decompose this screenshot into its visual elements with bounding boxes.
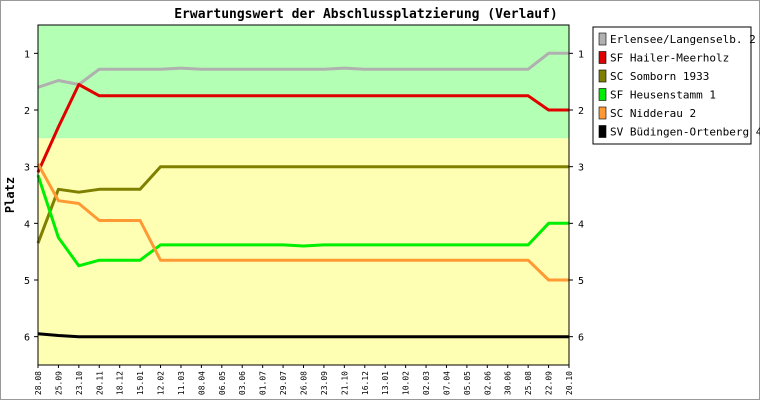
y-tick-label-left-4: 4: [24, 219, 30, 230]
y-tick-label-right-5: 5: [578, 276, 584, 287]
x-tick-label-22: 05.05: [463, 371, 472, 395]
legend-label-2: SF Hailer-Meerholz: [610, 52, 729, 65]
x-tick-label-17: 16.12: [361, 371, 370, 395]
legend-swatch-4: [598, 88, 607, 101]
band-2: [38, 138, 569, 365]
legend-label-6: SV Büdingen-Ortenberg 4: [610, 126, 760, 139]
x-tick-label-9: 08.04: [197, 371, 206, 395]
x-tick-label-11: 03.06: [238, 371, 247, 395]
series-line-3: [36, 165, 569, 244]
y-ticks-right: 1 2 3 4 5 6: [569, 49, 584, 344]
legend-swatch-5: [598, 106, 607, 120]
x-tick-label-26: 22.09: [545, 371, 554, 395]
series-line-1: [37, 51, 569, 89]
series-line-6: [37, 332, 569, 339]
legend-swatch-3: [598, 69, 607, 83]
x-tick-label-8: 11.03: [177, 371, 186, 395]
legend-label-3: SC Somborn 1933: [610, 70, 709, 83]
legend-label-4: SF Heusenstamm 1: [610, 89, 716, 102]
x-tick-label-12: 01.07: [259, 371, 268, 395]
y-tick-label-right-1: 1: [578, 49, 584, 60]
y-ticks-left: 1 2 3 4 5 6: [24, 49, 38, 344]
y-tick-label-left-2: 2: [24, 106, 30, 117]
x-tick-label-14: 26.08: [300, 371, 309, 395]
x-tick-label-20: 02.03: [422, 371, 431, 395]
y-tick-label-right-2: 2: [578, 106, 584, 117]
x-tick-label-25: 25.08: [524, 371, 533, 395]
x-tick-label-10: 06.05: [218, 371, 227, 395]
y-tick-label-right-6: 6: [578, 333, 584, 344]
y-tick-label-left-3: 3: [24, 163, 30, 174]
x-tick-label-23: 02.06: [483, 371, 492, 395]
x-tick-label-27: 20.10: [565, 371, 574, 395]
y-axis-label: Platz: [3, 177, 17, 213]
background-bands: [38, 25, 569, 365]
legend-swatch-6: [598, 125, 607, 138]
x-tick-label-13: 29.07: [279, 371, 288, 395]
plot-frame: [37, 24, 570, 366]
legend-box: [592, 26, 752, 145]
series-line-5: [36, 163, 569, 282]
legend-swatch-1: [598, 32, 607, 46]
x-tick-label-1: 28.08: [34, 371, 43, 395]
x-tick-label-2: 25.09: [54, 371, 63, 395]
series-line-2: [36, 83, 569, 173]
x-tick-label-3: 23.10: [75, 371, 84, 395]
series-line-4: [36, 174, 569, 268]
legend: Erlensee/Langenselb. 2 SF Hailer-Meerholz…: [592, 26, 760, 145]
x-tick-label-19: 10.02: [402, 371, 411, 395]
chart-title: Erwartungswert der Abschlussplatzierung …: [174, 7, 558, 22]
x-tick-label-16: 21.10: [340, 371, 349, 395]
legend-label-5: SC Nidderau 2: [610, 107, 696, 120]
x-tick-label-4: 20.11: [95, 371, 104, 395]
x-tick-label-18: 13.01: [381, 371, 390, 395]
y-tick-label-right-3: 3: [578, 163, 584, 174]
series-lines: [36, 51, 569, 339]
x-ticks: 28.08 25.09 23.10 20.11 18.12 15.01 12.02 11.03…: [34, 365, 574, 395]
x-tick-label-5: 18.12: [116, 371, 125, 395]
x-tick-label-6: 15.01: [136, 371, 145, 395]
y-tick-label-left-5: 5: [24, 276, 30, 287]
band-1: [38, 25, 569, 139]
x-tick-label-7: 12.02: [157, 371, 166, 395]
y-tick-label-right-4: 4: [578, 219, 584, 230]
x-tick-label-15: 23.09: [320, 371, 329, 395]
legend-label-1: Erlensee/Langenselb. 2: [610, 33, 756, 46]
x-tick-label-21: 07.04: [442, 371, 451, 395]
x-tick-label-24: 30.06: [504, 371, 513, 395]
legend-swatch-2: [598, 51, 607, 64]
y-tick-label-left-6: 6: [24, 333, 30, 344]
y-tick-label-left-1: 1: [24, 49, 30, 60]
